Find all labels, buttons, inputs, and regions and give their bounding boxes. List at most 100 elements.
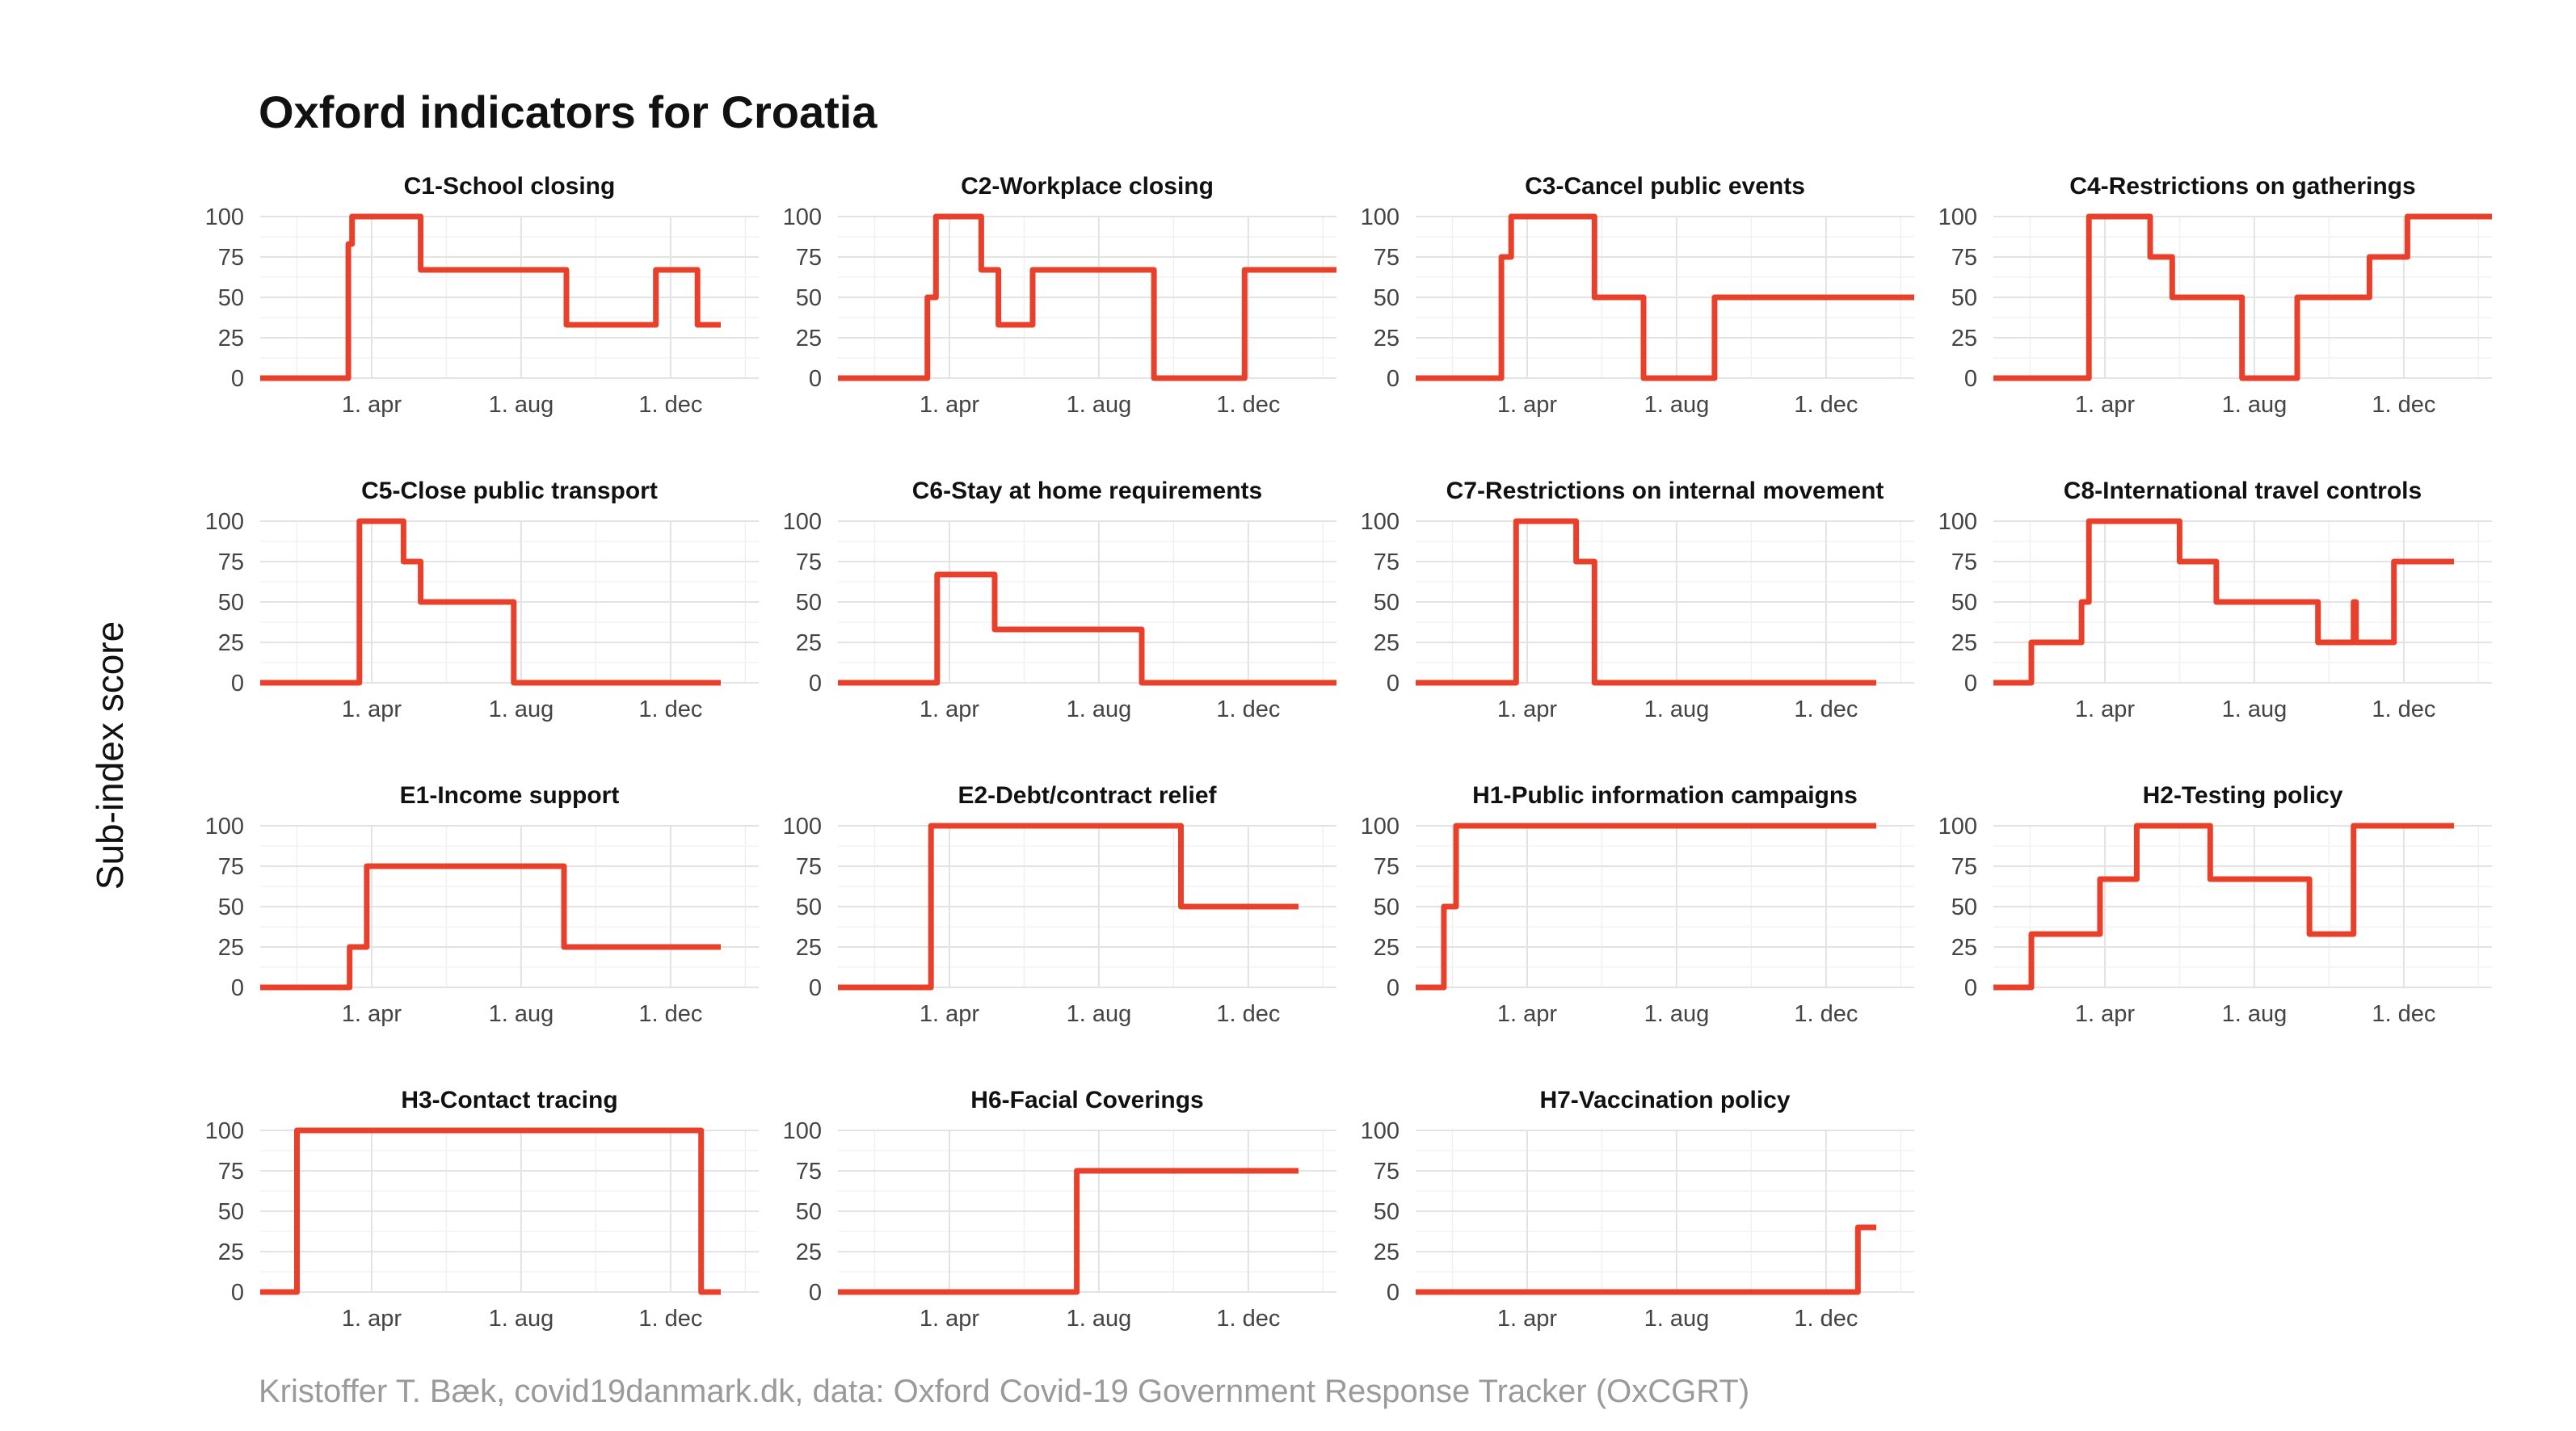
series-line [1416, 518, 1876, 686]
y-tick-label: 75 [796, 854, 822, 880]
y-tick-label: 50 [1951, 590, 1977, 616]
figure-title: Oxford indicators for Croatia [259, 86, 878, 137]
series-line [838, 213, 1336, 381]
x-tick-label: 1. apr [2075, 392, 2135, 418]
y-tick-label: 100 [783, 1118, 822, 1144]
y-tick-label: 0 [809, 366, 822, 392]
x-tick-label: 1. apr [1497, 697, 1557, 722]
panel-7: C7-Restrictions on internal movement 0 25 5… [1361, 478, 1914, 722]
panel-title: E1-Income support [400, 782, 620, 809]
x-tick-label: 1. apr [920, 1001, 979, 1027]
y-tick-label: 75 [1374, 549, 1400, 575]
x-tick-label: 1. aug [489, 1306, 554, 1332]
panel-title: H7-Vaccination policy [1539, 1087, 1790, 1113]
y-tick-label: 75 [218, 549, 244, 575]
y-tick-label: 50 [796, 1199, 822, 1225]
y-tick-label: 100 [783, 814, 822, 840]
y-tick-label: 100 [205, 509, 244, 535]
x-tick-label: 1. aug [1067, 392, 1132, 418]
series-line [1416, 213, 1914, 381]
panel-13: H3-Contact tracing 0 25 50 75 100 1. apr 1. aug… [205, 1087, 759, 1332]
panel-title: H1-Public information campaigns [1472, 782, 1858, 809]
x-tick-label: 1. apr [920, 1306, 979, 1332]
x-tick-label: 1. aug [1067, 1306, 1132, 1332]
x-tick-label: 1. apr [920, 392, 979, 418]
y-tick-label: 75 [796, 1159, 822, 1185]
panel-3: C3-Cancel public events 0 25 50 75 100 1. apr 1… [1361, 173, 1914, 418]
y-tick-label: 50 [218, 1199, 244, 1225]
y-tick-label: 50 [218, 285, 244, 311]
panels: C1-School closing 0 25 50 75 100 1. apr 1. aug 1… [205, 173, 2492, 1332]
x-tick-label: 1. apr [1497, 1306, 1557, 1332]
y-tick-label: 25 [796, 630, 822, 656]
series-line [260, 863, 721, 991]
x-tick-label: 1. dec [1794, 697, 1858, 722]
y-tick-label: 75 [218, 854, 244, 880]
y-tick-label: 25 [218, 326, 244, 351]
panel-title: H6-Facial Coverings [970, 1087, 1203, 1113]
y-tick-label: 100 [1938, 814, 1977, 840]
y-tick-label: 100 [1938, 204, 1977, 230]
y-tick-label: 100 [205, 204, 244, 230]
y-tick-label: 100 [1361, 204, 1400, 230]
x-tick-label: 1. aug [489, 1001, 554, 1027]
x-tick-label: 1. aug [1644, 697, 1710, 722]
series-line [260, 1127, 721, 1295]
y-tick-label: 0 [1387, 671, 1400, 697]
y-tick-label: 0 [1964, 671, 1977, 697]
y-tick-label: 75 [1951, 245, 1977, 271]
y-tick-label: 25 [1951, 630, 1977, 656]
y-tick-label: 50 [1951, 285, 1977, 311]
y-tick-label: 25 [1951, 326, 1977, 351]
y-tick-label: 25 [796, 935, 822, 961]
x-tick-label: 1. dec [2372, 1001, 2435, 1027]
y-tick-label: 75 [1374, 854, 1400, 880]
panel-title: C2-Workplace closing [961, 173, 1214, 200]
series-line [1993, 823, 2454, 991]
x-tick-label: 1. dec [638, 1306, 702, 1332]
x-tick-label: 1. apr [1497, 1001, 1557, 1027]
x-tick-label: 1. dec [2372, 392, 2435, 418]
x-tick-label: 1. apr [2075, 1001, 2135, 1027]
x-tick-label: 1. dec [638, 1001, 702, 1027]
panel-12: H2-Testing policy 0 25 50 75 100 1. apr 1. aug 1… [1938, 782, 2492, 1027]
y-tick-label: 25 [796, 1239, 822, 1265]
panel-4: C4-Restrictions on gatherings 0 25 50 75 100 1… [1938, 173, 2492, 418]
x-tick-label: 1. aug [2222, 1001, 2288, 1027]
y-tick-label: 75 [1374, 1159, 1400, 1185]
y-tick-label: 75 [1951, 549, 1977, 575]
y-tick-label: 0 [231, 671, 244, 697]
y-tick-label: 0 [231, 975, 244, 1001]
x-tick-label: 1. dec [1794, 1001, 1858, 1027]
panel-title: C4-Restrictions on gatherings [2069, 173, 2415, 200]
y-tick-label: 50 [1374, 1199, 1400, 1225]
x-tick-label: 1. aug [1644, 1001, 1710, 1027]
y-tick-label: 25 [796, 326, 822, 351]
y-tick-label: 100 [783, 204, 822, 230]
panel-title: C7-Restrictions on internal movement [1446, 478, 1884, 504]
series-line [1416, 1224, 1876, 1295]
x-tick-label: 1. dec [638, 697, 702, 722]
x-tick-label: 1. apr [920, 697, 979, 722]
x-tick-label: 1. apr [2075, 697, 2135, 722]
x-tick-label: 1. dec [1216, 392, 1280, 418]
panel-title: C1-School closing [404, 173, 616, 200]
x-tick-label: 1. dec [1216, 1001, 1280, 1027]
y-tick-label: 100 [1361, 509, 1400, 535]
panel-title: E2-Debt/contract relief [958, 782, 1217, 809]
y-tick-label: 50 [796, 285, 822, 311]
panel-10: E2-Debt/contract relief 0 25 50 75 100 1. apr 1… [783, 782, 1336, 1027]
y-tick-label: 0 [1387, 1280, 1400, 1306]
y-tick-label: 50 [1374, 894, 1400, 920]
series-line [838, 823, 1299, 991]
x-tick-label: 1. aug [2222, 697, 2288, 722]
y-tick-label: 100 [1361, 814, 1400, 840]
y-axis-label: Sub-index score [89, 621, 131, 890]
y-tick-label: 0 [231, 366, 244, 392]
x-tick-label: 1. dec [1216, 697, 1280, 722]
y-tick-label: 75 [1374, 245, 1400, 271]
panel-9: E1-Income support 0 25 50 75 100 1. apr 1. aug 1… [205, 782, 759, 1027]
x-tick-label: 1. apr [1497, 392, 1557, 418]
y-tick-label: 100 [783, 509, 822, 535]
